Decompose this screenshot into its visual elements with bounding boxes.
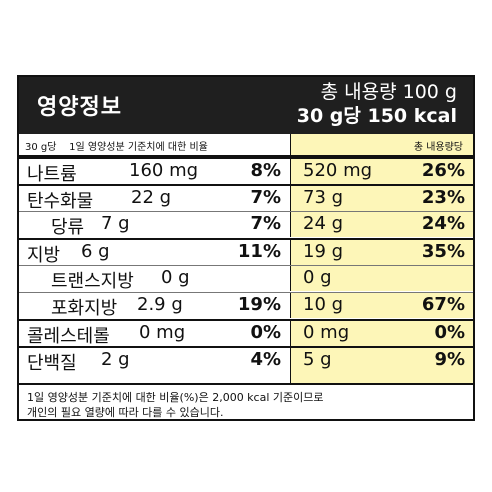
- serving-cell: 당류 7 g 7%: [19, 212, 289, 238]
- total-cell: 520 mg 26%: [290, 159, 473, 184]
- total-amount: 10 g: [303, 294, 344, 315]
- total-cell: 0 mg 0%: [290, 321, 473, 346]
- serving-cell: 트랜스지방 0 g: [19, 266, 289, 292]
- nutrient-amount: 22 g: [131, 187, 172, 208]
- total-percent: 26%: [421, 160, 465, 181]
- serving-percent: 7%: [250, 213, 281, 234]
- nutrient-name: 콜레스테롤: [27, 326, 110, 347]
- total-cell: 0 g: [290, 266, 473, 291]
- total-percent: 23%: [421, 187, 465, 208]
- serving-percent: 7%: [250, 187, 281, 208]
- nutrient-name: 당류: [51, 217, 85, 238]
- nutrient-name: 탄수화물: [27, 191, 94, 212]
- serving-cell: 탄수화물 22 g 7%: [19, 186, 289, 212]
- total-amount: 19 g: [303, 241, 344, 262]
- serving-percent: 19%: [237, 294, 281, 315]
- nutrient-row-carbohydrate: 탄수화물 22 g 7% 73 g 23%: [19, 184, 473, 212]
- total-percent: 35%: [421, 241, 465, 262]
- nutrient-amount: 7 g: [101, 213, 130, 234]
- nutrient-row-trans-fat: 트랜스지방 0 g 0 g: [19, 265, 473, 292]
- column-header: 30 g당 1일 영양성분 기준치에 대한 비율 총 내용량당: [19, 134, 473, 157]
- serving-percent: 0%: [250, 322, 281, 343]
- nutrient-row-sugars: 당류 7 g 7% 24 g 24%: [19, 211, 473, 238]
- serving-column-header: 30 g당 1일 영양성분 기준치에 대한 비율: [25, 142, 208, 153]
- serving-cell: 포화지방 2.9 g 19%: [19, 293, 289, 319]
- total-cell: 5 g 9%: [290, 348, 473, 383]
- footer-note-line2: 개인의 필요 열량에 따라 다를 수 있습니다.: [27, 406, 224, 419]
- total-percent: 0%: [434, 322, 465, 343]
- nutrient-amount: 0 g: [161, 267, 190, 288]
- footer-note-line1: 1일 영양성분 기준치에 대한 비율(%)은 2,000 kcal 기준이므로: [27, 391, 324, 404]
- nutrient-name: 나트륨: [27, 164, 77, 185]
- nutrient-row-sodium: 나트륨 160 mg 8% 520 mg 26%: [19, 157, 473, 185]
- nutrient-amount: 2 g: [101, 349, 130, 370]
- nutrient-row-protein: 단백질 2 g 4% 5 g 9%: [19, 346, 473, 383]
- nutrient-amount: 6 g: [81, 241, 110, 262]
- total-amount: 24 g: [303, 213, 344, 234]
- total-column-header: 총 내용량당: [413, 142, 463, 153]
- nutrient-name: 단백질: [27, 353, 77, 374]
- total-content: 총 내용량 100 g: [320, 81, 457, 103]
- label-footer: 1일 영양성분 기준치에 대한 비율(%)은 2,000 kcal 기준이므로 …: [19, 383, 473, 419]
- total-column-header-cell: 총 내용량당: [290, 134, 473, 155]
- serving-cell: 지방 6 g 11%: [19, 240, 289, 266]
- total-cell: 10 g 67%: [290, 293, 473, 318]
- total-cell: 24 g 24%: [290, 212, 473, 237]
- nutrient-name: 포화지방: [51, 298, 118, 319]
- total-percent: 67%: [421, 294, 465, 315]
- serving-percent: 11%: [237, 241, 281, 262]
- nutrient-amount: 0 mg: [139, 322, 186, 343]
- total-amount: 73 g: [303, 187, 344, 208]
- nutrient-amount: 2.9 g: [137, 294, 183, 315]
- nutrient-rows: 나트륨 160 mg 8% 520 mg 26% 탄수화물 22 g 7% 73…: [19, 157, 473, 383]
- total-amount: 0 g: [303, 267, 332, 288]
- nutrient-name: 지방: [27, 245, 61, 266]
- serving-calories: 30 g당 150 kcal: [296, 105, 457, 127]
- total-cell: 19 g 35%: [290, 240, 473, 265]
- nutrient-row-fat: 지방 6 g 11% 19 g 35%: [19, 238, 473, 266]
- nutrient-row-saturated-fat: 포화지방 2.9 g 19% 10 g 67%: [19, 292, 473, 319]
- total-percent: 24%: [421, 213, 465, 234]
- nutrient-row-cholesterol: 콜레스테롤 0 mg 0% 0 mg 0%: [19, 319, 473, 347]
- serving-cell: 단백질 2 g 4%: [19, 348, 289, 383]
- serving-percent: 4%: [250, 349, 281, 370]
- total-cell: 73 g 23%: [290, 186, 473, 211]
- nutrition-label: 영양정보 총 내용량 100 g 30 g당 150 kcal 30 g당 1일…: [17, 75, 475, 421]
- serving-cell: 콜레스테롤 0 mg 0%: [19, 321, 289, 347]
- nutrient-name: 트랜스지방: [51, 271, 134, 292]
- total-amount: 520 mg: [303, 160, 373, 181]
- serving-percent: 8%: [250, 160, 281, 181]
- total-amount: 0 mg: [303, 322, 350, 343]
- total-amount: 5 g: [303, 349, 332, 370]
- nutrient-amount: 160 mg: [129, 160, 199, 181]
- serving-cell: 나트륨 160 mg 8%: [19, 159, 289, 185]
- total-percent: 9%: [434, 349, 465, 370]
- label-header: 영양정보 총 내용량 100 g 30 g당 150 kcal: [19, 77, 473, 134]
- label-title: 영양정보: [37, 95, 122, 120]
